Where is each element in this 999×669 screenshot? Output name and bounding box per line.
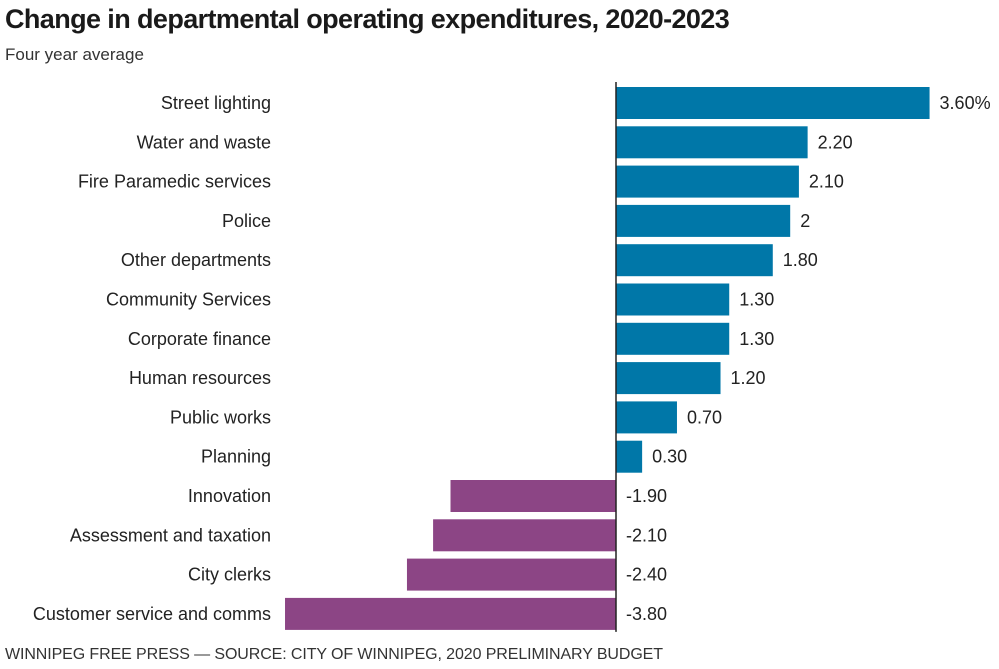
category-label: Other departments (121, 250, 271, 270)
bar (616, 362, 721, 395)
category-label: Community Services (106, 290, 271, 310)
value-label: 1.30 (739, 329, 774, 349)
bar (285, 597, 616, 630)
category-label: Assessment and taxation (70, 525, 271, 545)
value-label: -1.90 (626, 486, 667, 506)
bar (616, 126, 808, 159)
bar (616, 401, 677, 434)
category-label: Fire Paramedic services (78, 172, 271, 192)
value-label: 0.70 (687, 407, 722, 427)
value-label: 2.20 (818, 132, 853, 152)
category-label: Police (222, 211, 271, 231)
bar (616, 87, 930, 119)
category-label: City clerks (188, 565, 271, 585)
category-label: Customer service and comms (33, 604, 271, 624)
bar (616, 204, 791, 237)
value-label: 1.30 (739, 290, 774, 310)
value-label: 1.80 (783, 250, 818, 270)
bar (450, 480, 616, 512)
value-label: -3.80 (626, 604, 667, 624)
value-label: -2.10 (626, 525, 667, 545)
value-label: 2.10 (809, 172, 844, 192)
category-label: Corporate finance (128, 329, 271, 349)
chart-subtitle: Four year average (5, 45, 144, 64)
category-label: Human resources (129, 368, 271, 388)
value-label: 2 (800, 211, 810, 231)
category-label: Planning (201, 447, 271, 467)
chart-title: Change in departmental operating expendi… (5, 4, 730, 34)
bar (616, 322, 730, 355)
value-label: 3.60% (940, 93, 991, 113)
category-label: Street lighting (161, 93, 271, 113)
category-label: Public works (170, 407, 271, 427)
source-credit: WINNIPEG FREE PRESS — SOURCE: CITY OF WI… (5, 646, 663, 663)
value-label: -2.40 (626, 565, 667, 585)
bar (433, 519, 616, 552)
bar (616, 165, 799, 198)
value-label: 1.20 (731, 368, 766, 388)
bar (616, 440, 643, 473)
category-label: Water and waste (137, 132, 271, 152)
value-label: 0.30 (652, 447, 687, 467)
category-label: Innovation (188, 486, 271, 506)
bar (616, 244, 773, 277)
bar (616, 283, 730, 316)
bar (406, 558, 616, 591)
